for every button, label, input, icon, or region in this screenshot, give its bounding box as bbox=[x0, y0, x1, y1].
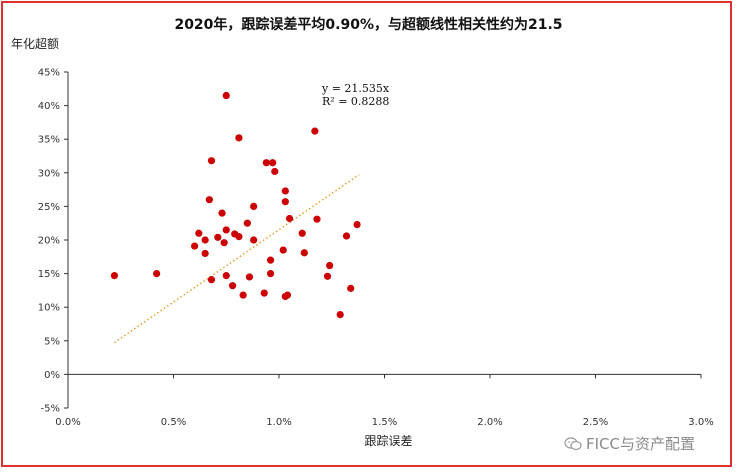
data-point bbox=[243, 219, 251, 227]
y-tick-label: 5% bbox=[44, 336, 60, 347]
y-tick-label: 35% bbox=[38, 135, 60, 146]
y-tick-label: 0% bbox=[44, 370, 60, 381]
data-point bbox=[222, 226, 230, 234]
data-point bbox=[239, 291, 247, 299]
data-point bbox=[191, 242, 199, 250]
chart-frame bbox=[1, 1, 732, 467]
trendline-formula: y = 21.535x bbox=[322, 82, 390, 95]
data-point bbox=[281, 198, 289, 206]
y-tick-label: 30% bbox=[38, 168, 60, 179]
x-tick-label: 1.0% bbox=[266, 417, 291, 428]
data-point bbox=[285, 214, 294, 223]
data-point bbox=[266, 256, 275, 264]
data-point bbox=[283, 291, 292, 299]
data-point bbox=[347, 284, 355, 292]
trendline-r-squared: R² = 0.8288 bbox=[322, 95, 390, 108]
data-point bbox=[245, 273, 254, 281]
y-tick-label: -5% bbox=[41, 404, 60, 415]
data-point bbox=[222, 91, 230, 100]
data-point bbox=[214, 233, 222, 241]
data-point bbox=[336, 310, 344, 319]
data-point bbox=[353, 220, 361, 229]
data-point bbox=[281, 187, 289, 195]
data-point bbox=[311, 127, 319, 135]
data-point bbox=[323, 272, 332, 280]
data-point bbox=[300, 249, 308, 257]
data-points bbox=[110, 91, 361, 319]
chart-title: 2020年，跟踪误差平均0.90%，与超额线性相关性约为21.5 bbox=[174, 17, 563, 33]
data-point bbox=[201, 249, 209, 258]
data-point bbox=[153, 270, 161, 278]
data-point bbox=[313, 215, 321, 223]
y-tick-label: 25% bbox=[38, 202, 60, 213]
y-tick-label: 20% bbox=[38, 236, 60, 247]
y-tick-label: 15% bbox=[38, 269, 60, 280]
data-point bbox=[269, 159, 277, 167]
data-point bbox=[235, 134, 243, 142]
x-tick-label: 2.0% bbox=[477, 417, 502, 428]
wechat-icon bbox=[564, 436, 582, 450]
data-point bbox=[250, 202, 258, 210]
data-point bbox=[207, 157, 216, 165]
data-point bbox=[271, 167, 279, 176]
y-tick-label: 45% bbox=[38, 68, 60, 79]
data-point bbox=[279, 246, 287, 254]
data-point bbox=[110, 272, 119, 280]
x-tick-label: 3.0% bbox=[688, 417, 713, 428]
data-point bbox=[298, 229, 306, 237]
data-point bbox=[218, 209, 226, 217]
watermark: FICC与资产配置 bbox=[564, 433, 695, 454]
trendline-equation: y = 21.535x R² = 0.8288 bbox=[322, 82, 389, 108]
trendline-path bbox=[113, 174, 360, 344]
data-point bbox=[342, 232, 351, 240]
x-tick-label: 0.0% bbox=[55, 417, 80, 428]
data-point bbox=[262, 159, 270, 167]
trendline bbox=[113, 174, 360, 344]
data-point bbox=[220, 239, 228, 247]
data-point bbox=[222, 272, 230, 280]
data-point bbox=[207, 276, 216, 284]
data-point bbox=[235, 233, 243, 241]
x-tick-label: 2.5% bbox=[583, 417, 608, 428]
data-point bbox=[201, 236, 209, 244]
y-tick-label: 40% bbox=[38, 101, 60, 112]
x-tick-label: 1.5% bbox=[372, 417, 397, 428]
watermark-text: FICC与资产配置 bbox=[586, 435, 695, 453]
data-point bbox=[228, 282, 237, 290]
y-tick-label: 10% bbox=[38, 303, 60, 314]
x-tick-label: 0.5% bbox=[161, 417, 186, 428]
data-point bbox=[326, 261, 334, 270]
data-point bbox=[205, 196, 213, 204]
data-point bbox=[195, 229, 203, 237]
data-point bbox=[260, 289, 268, 297]
axes: 45% 40% 35% 30% 25% 20% 15% 10% 5% 0% -5% 0.0% 0.5% 1… bbox=[38, 68, 714, 429]
x-axis-label: 跟踪误差 bbox=[364, 434, 413, 448]
y-axis-label: 年化超额 bbox=[11, 37, 60, 51]
data-point bbox=[266, 270, 275, 278]
data-point bbox=[250, 236, 258, 244]
